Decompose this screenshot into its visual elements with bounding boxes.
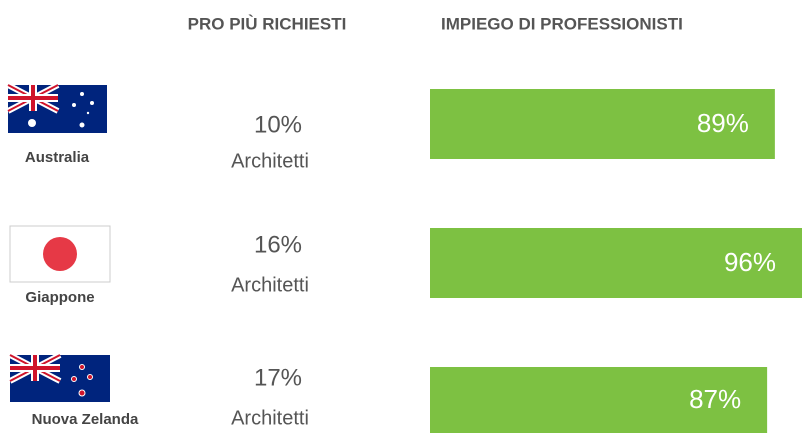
bar [430,228,802,298]
flag-japan [9,225,111,283]
country: Nuova Zelanda [32,411,139,428]
pro-share: 10% [254,111,302,138]
bar [430,89,775,159]
flag-new-zealand [10,355,110,402]
pro-name: Architetti [231,407,309,429]
bar-label: 87% [689,384,741,414]
pro-share: 16% [254,231,302,258]
pro-name: Architetti [231,150,309,172]
bar-label: 96% [724,247,776,277]
flag-australia [8,85,107,133]
country: Giappone [25,289,94,306]
pro-share: 17% [254,364,302,391]
header: IMPIEGO DI PROFESSIONISTI [441,14,683,33]
bar [430,367,768,433]
header: PRO PIÙ RICHIESTI [188,14,347,33]
bar-label: 89% [697,108,749,138]
pro-name: Architetti [231,274,309,296]
country: Australia [25,149,90,166]
